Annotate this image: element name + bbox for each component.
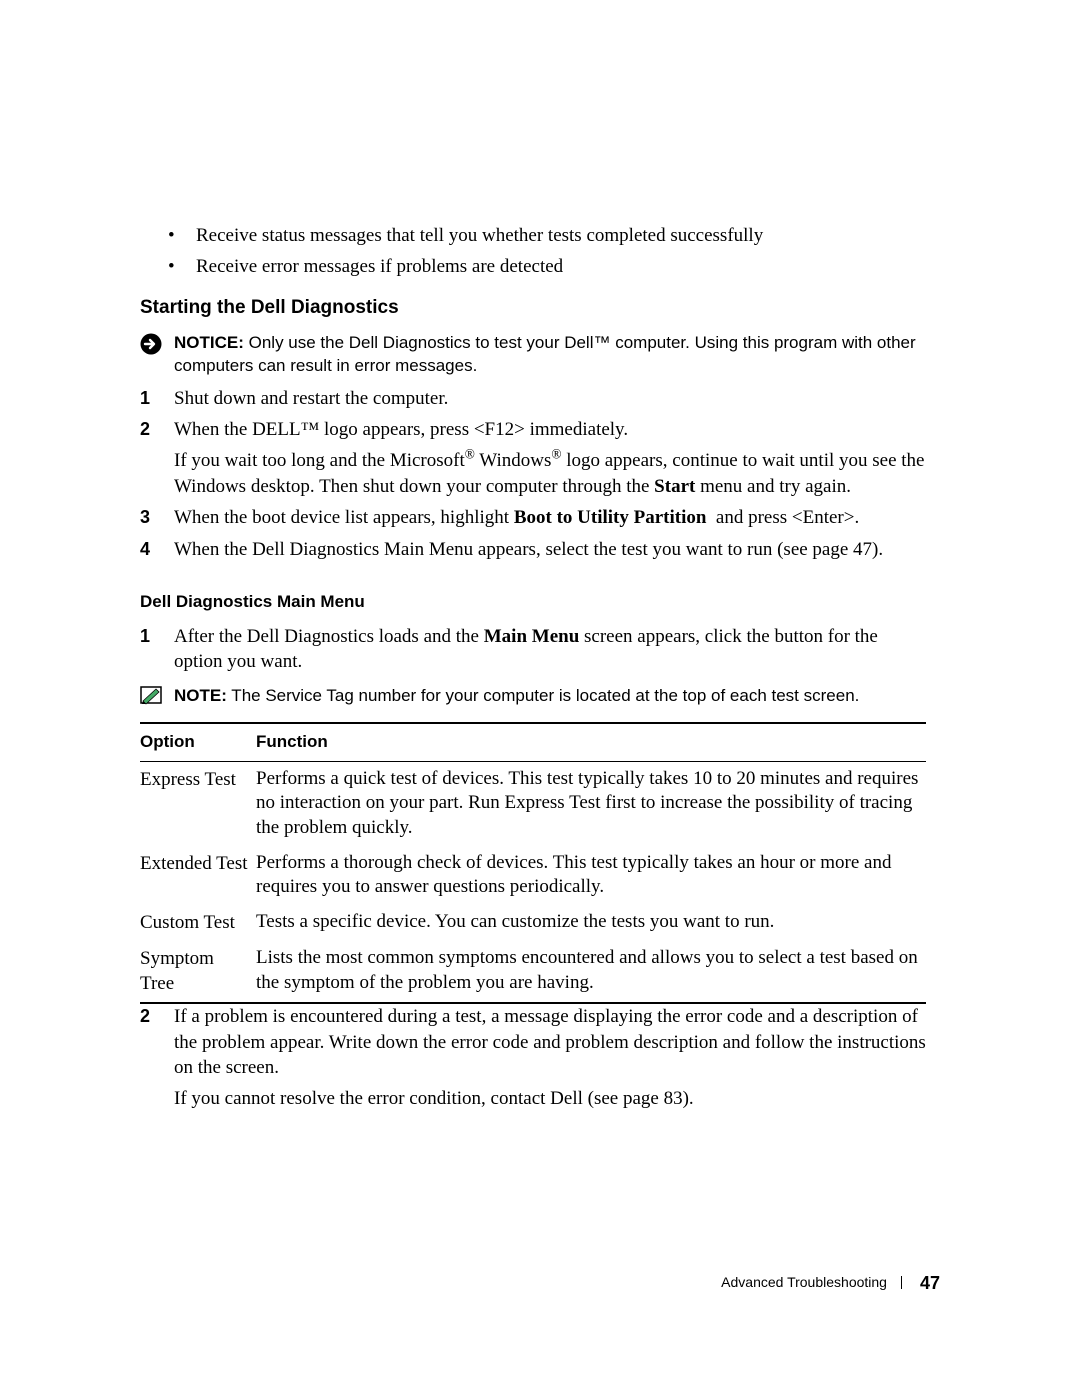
notice-callout: NOTICE: Only use the Dell Diagnostics to… [140, 332, 926, 378]
note-callout: NOTE: The Service Tag number for your co… [140, 685, 926, 708]
bullet-text: Receive error messages if problems are d… [196, 256, 563, 277]
step-item: 1 After the Dell Diagnostics loads and t… [140, 624, 926, 675]
content-area: Receive status messages that tell you wh… [140, 223, 926, 1118]
page-footer: Advanced Troubleshooting 47 [721, 1271, 940, 1295]
intro-bullet-list: Receive status messages that tell you wh… [140, 223, 926, 279]
heading-mainmenu: Dell Diagnostics Main Menu [140, 591, 926, 614]
heading-starting: Starting the Dell Diagnostics [140, 295, 926, 321]
step-text: Shut down and restart the computer. [174, 386, 926, 412]
table-row: Extended Test Performs a thorough check … [140, 846, 926, 905]
step-text: After the Dell Diagnostics loads and the… [174, 624, 926, 675]
table-header-cell: Function [256, 731, 926, 754]
table-row: Custom Test Tests a specific device. You… [140, 905, 926, 941]
notice-label: NOTICE: [174, 333, 244, 352]
note-icon [140, 685, 174, 706]
step-body: Shut down and restart the computer. [174, 386, 926, 412]
starting-steps: 1 Shut down and restart the computer. 2 … [140, 386, 926, 563]
table-cell: Extended Test [140, 851, 256, 900]
step-text: If you cannot resolve the error conditio… [174, 1086, 926, 1112]
table-header-cell: Option [140, 731, 256, 754]
options-table: Option Function Express Test Performs a … [140, 722, 926, 1004]
table-cell: Custom Test [140, 910, 256, 936]
step-text: If you wait too long and the Microsoft® … [174, 448, 926, 499]
step-item: 4 When the Dell Diagnostics Main Menu ap… [140, 537, 926, 563]
step-body: After the Dell Diagnostics loads and the… [174, 624, 926, 675]
step-item: 3 When the boot device list appears, hig… [140, 505, 926, 531]
page: Receive status messages that tell you wh… [0, 0, 1080, 1397]
step-item: 2 If a problem is encountered during a t… [140, 1004, 926, 1112]
step-item: 2 When the DELL™ logo appears, press <F1… [140, 417, 926, 499]
step-number: 3 [140, 505, 150, 529]
mainmenu-steps-a: 1 After the Dell Diagnostics loads and t… [140, 624, 926, 675]
note-label: NOTE: [174, 686, 227, 705]
table-row: Symptom Tree Lists the most common sympt… [140, 941, 926, 1002]
list-item: Receive error messages if problems are d… [196, 254, 926, 280]
step-text: When the Dell Diagnostics Main Menu appe… [174, 537, 926, 563]
table-cell: Symptom Tree [140, 946, 256, 997]
bullet-text: Receive status messages that tell you wh… [196, 225, 763, 246]
step-number: 2 [140, 417, 150, 441]
step-text-pre: After the Dell Diagnostics loads and the [174, 626, 484, 647]
table-cell: Lists the most common symptoms encounter… [256, 946, 926, 997]
notice-icon [140, 332, 174, 355]
step-body: When the DELL™ logo appears, press <F12>… [174, 417, 926, 499]
notice-text: Only use the Dell Diagnostics to test yo… [174, 333, 916, 375]
mainmenu-steps-b: 2 If a problem is encountered during a t… [140, 1004, 926, 1112]
step-body: When the boot device list appears, highl… [174, 505, 926, 531]
table-cell: Performs a thorough check of devices. Th… [256, 851, 926, 900]
table-cell: Performs a quick test of devices. This t… [256, 767, 926, 841]
step-number: 2 [140, 1004, 150, 1028]
step-text-bold: Main Menu [484, 626, 580, 647]
table-body: Express Test Performs a quick test of de… [140, 762, 926, 1002]
step-number: 1 [140, 386, 150, 410]
footer-separator [901, 1276, 902, 1289]
footer-section: Advanced Troubleshooting [721, 1273, 887, 1292]
table-cell: Express Test [140, 767, 256, 841]
list-item: Receive status messages that tell you wh… [196, 223, 926, 249]
table-cell: Tests a specific device. You can customi… [256, 910, 926, 936]
step-body: If a problem is encountered during a tes… [174, 1004, 926, 1112]
note-body: NOTE: The Service Tag number for your co… [174, 685, 926, 708]
step-body: When the Dell Diagnostics Main Menu appe… [174, 537, 926, 563]
step-text: If a problem is encountered during a tes… [174, 1004, 926, 1081]
table-header-row: Option Function [140, 724, 926, 761]
step-number: 1 [140, 624, 150, 648]
note-text: The Service Tag number for your computer… [227, 686, 860, 705]
notice-body: NOTICE: Only use the Dell Diagnostics to… [174, 332, 926, 378]
step-item: 1 Shut down and restart the computer. [140, 386, 926, 412]
footer-page-number: 47 [920, 1271, 940, 1295]
step-text: When the boot device list appears, highl… [174, 505, 926, 531]
step-text: When the DELL™ logo appears, press <F12>… [174, 417, 926, 443]
step-number: 4 [140, 537, 150, 561]
table-row: Express Test Performs a quick test of de… [140, 762, 926, 846]
